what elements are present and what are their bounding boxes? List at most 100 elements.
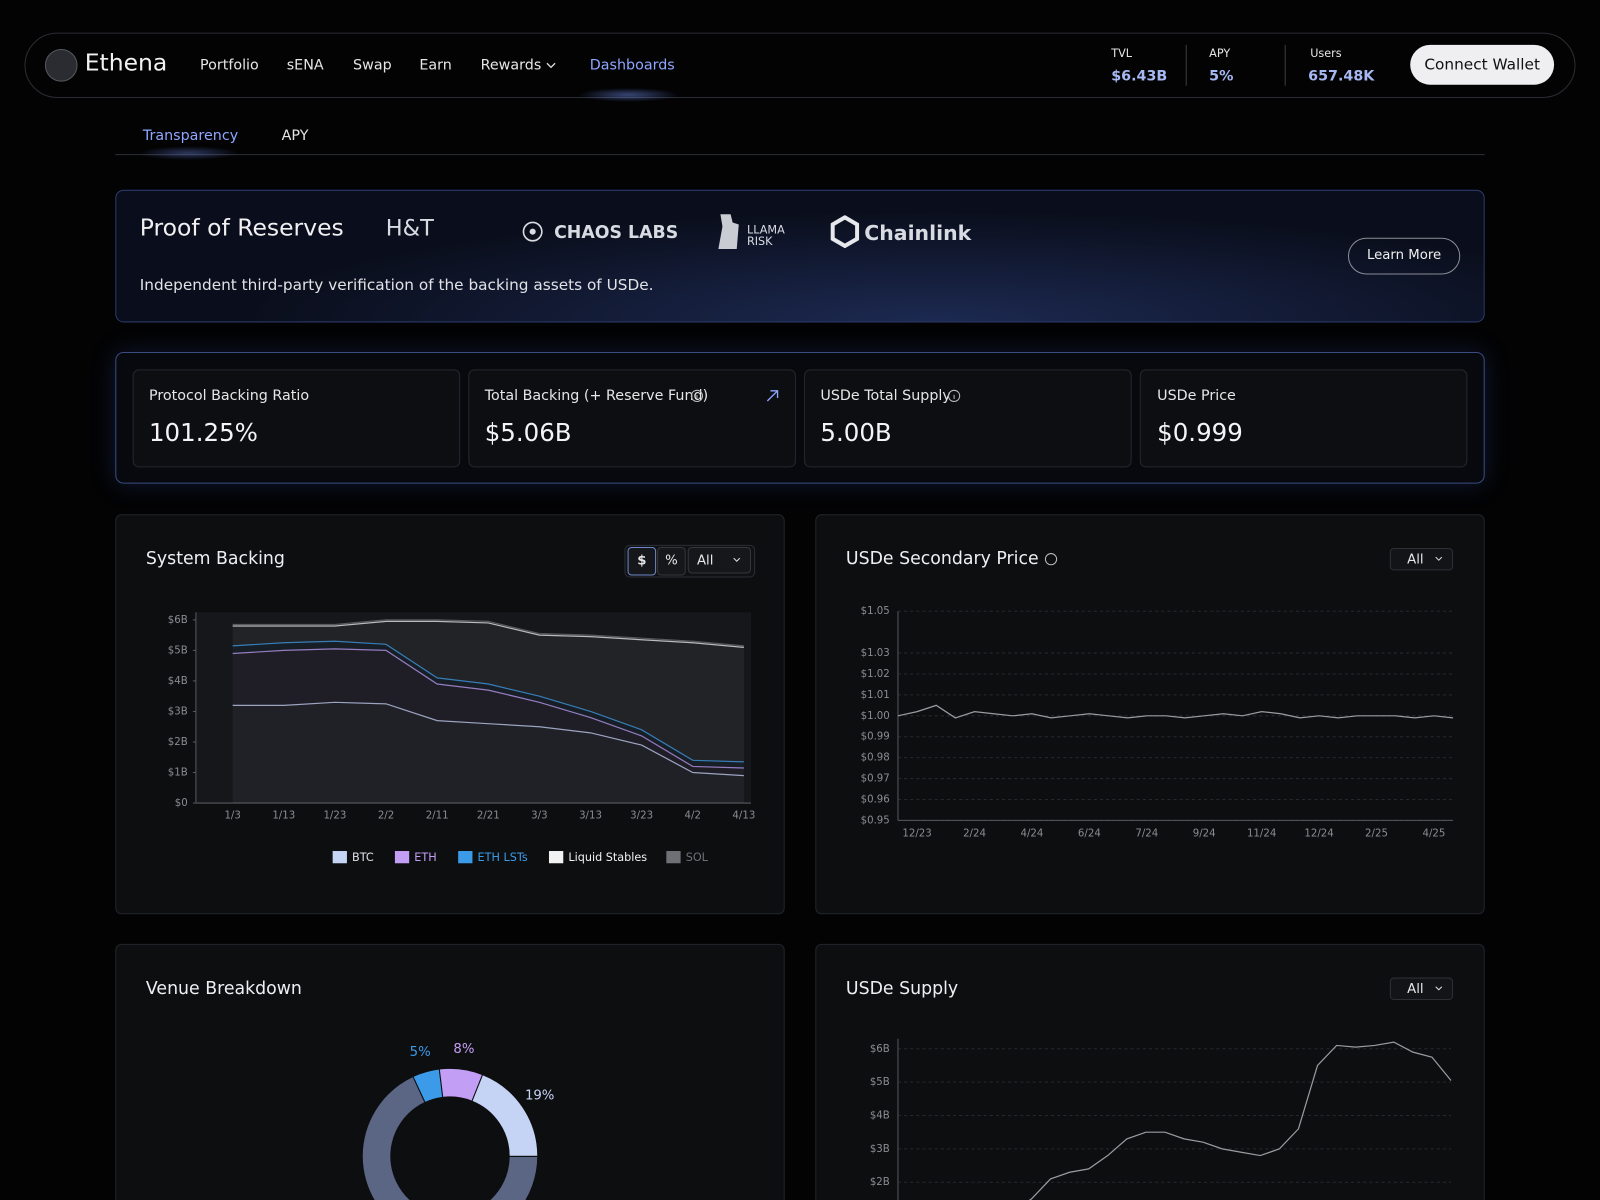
pie-slice — [471, 1073, 539, 1157]
area — [232, 648, 744, 776]
legend-label: SOL — [686, 851, 709, 864]
y-tick-label: $1.02 — [861, 669, 890, 680]
chart-card — [815, 943, 1485, 1200]
y-tick-label: $1.00 — [861, 711, 890, 722]
y-tick-label: $3B — [870, 1144, 890, 1155]
chart-title: USDe Secondary Price — [846, 549, 1039, 569]
legend-label: ETH LSTs — [478, 851, 528, 864]
partner-logo: H&T — [385, 216, 434, 242]
y-tick-label: $6B — [870, 1044, 890, 1055]
nav-link[interactable]: Swap — [353, 57, 392, 74]
x-tick-label: 12/23 — [902, 829, 931, 840]
tab[interactable]: Transparency — [142, 127, 239, 144]
x-tick-label: 1/23 — [323, 810, 346, 821]
tab[interactable]: APY — [281, 127, 309, 144]
reserves-description: Independent third-party verification of … — [139, 275, 654, 294]
slice-label: 19% — [525, 1089, 554, 1104]
x-tick-label: 2/24 — [963, 829, 986, 840]
legend-swatch — [394, 851, 410, 864]
x-tick-label: 6/24 — [1078, 829, 1101, 840]
range-select[interactable]: All — [1389, 547, 1454, 571]
logo[interactable] — [44, 48, 78, 82]
slice-label: 5% — [410, 1045, 431, 1060]
metric-label: USDe Price — [1157, 387, 1236, 405]
reserves-title: Proof of Reserves — [139, 215, 344, 242]
x-tick-label: 12/24 — [1304, 829, 1333, 840]
nav-link[interactable]: Earn — [419, 57, 452, 74]
metric-card — [132, 369, 461, 468]
nav-link[interactable]: Dashboards — [589, 57, 675, 74]
metric-card — [804, 369, 1132, 468]
y-tick-label: $0.95 — [861, 815, 890, 826]
y-tick-label: $3B — [168, 706, 188, 717]
area-edge — [232, 701, 744, 777]
y-tick-label: $6B — [168, 615, 188, 626]
info-icon[interactable] — [1044, 553, 1058, 566]
y-tick-label: $0.96 — [861, 794, 890, 805]
learn-more[interactable]: Learn More — [1347, 237, 1461, 275]
legend-label: ETH — [414, 851, 436, 864]
range-select[interactable]: All — [687, 546, 752, 574]
x-tick-label: 9/24 — [1193, 829, 1216, 840]
metric-label: USDe Total Supply — [820, 387, 951, 405]
y-tick-label: $5B — [870, 1077, 890, 1088]
divider — [1284, 44, 1286, 86]
line — [897, 704, 1454, 719]
area-edge — [232, 620, 744, 648]
y-tick-label: $1.03 — [861, 648, 890, 659]
metric-value: 101.25% — [148, 418, 258, 447]
y-tick-label: $0.98 — [861, 753, 890, 764]
stat-value: 5% — [1209, 68, 1234, 85]
tab-glow — [137, 145, 240, 161]
metric-value: $0.999 — [1157, 418, 1243, 447]
y-tick-label: $2B — [168, 737, 188, 748]
stat-label: TVL — [1111, 46, 1133, 61]
navbar — [24, 32, 1576, 98]
stat-value: $6.43B — [1111, 68, 1168, 85]
area-edge — [232, 619, 744, 647]
metric-value: $5.06B — [484, 418, 572, 447]
toggle[interactable]: % — [657, 546, 686, 576]
active-glow — [577, 87, 680, 103]
chart-title: System Backing — [146, 549, 285, 569]
x-tick-label: 4/13 — [732, 810, 755, 821]
chevron — [1435, 556, 1443, 561]
y-tick-label: $4B — [168, 676, 188, 687]
x-tick-label: 1/3 — [224, 810, 240, 821]
line — [1028, 1041, 1452, 1200]
brand[interactable]: Ethena — [84, 50, 168, 77]
x-tick-label: 7/24 — [1135, 829, 1158, 840]
x-tick-label: 4/24 — [1021, 829, 1044, 840]
plot-bg — [195, 612, 752, 804]
metric-label: Total Backing (+ Reserve Fund) — [484, 387, 709, 405]
legend-label: Liquid Stables — [568, 851, 647, 864]
metric-card — [468, 369, 796, 468]
y-tick-label: $0.99 — [861, 732, 890, 743]
x-tick-label: 2/21 — [477, 810, 500, 821]
x-tick-label: 3/3 — [531, 810, 547, 821]
nav-link[interactable]: Portfolio — [200, 57, 259, 74]
info-icon[interactable] — [947, 389, 961, 403]
x-tick-label: 11/24 — [1247, 829, 1276, 840]
connect-wallet[interactable]: Connect Wallet — [1410, 44, 1555, 85]
range-select[interactable]: All — [1389, 977, 1454, 1000]
x-tick-label: 2/25 — [1365, 829, 1388, 840]
x-tick-label: 3/23 — [630, 810, 653, 821]
x-tick-label: 2/11 — [426, 810, 449, 821]
stat-value: 657.48K — [1308, 68, 1375, 85]
partner-logo: Chainlink — [864, 220, 972, 245]
legend-swatch — [332, 851, 347, 864]
area-edge — [232, 648, 744, 769]
toggle[interactable]: $ — [627, 546, 657, 576]
nav-link[interactable]: sENA — [286, 57, 324, 74]
chevron — [733, 557, 741, 562]
info-icon[interactable] — [690, 389, 704, 403]
stat-label: APY — [1209, 46, 1231, 61]
nav-link[interactable]: Rewards — [480, 57, 542, 74]
chainlink-icon — [830, 215, 860, 248]
external-link[interactable] — [765, 389, 779, 403]
y-tick-label: $5B — [168, 645, 188, 656]
chevron — [546, 62, 556, 69]
